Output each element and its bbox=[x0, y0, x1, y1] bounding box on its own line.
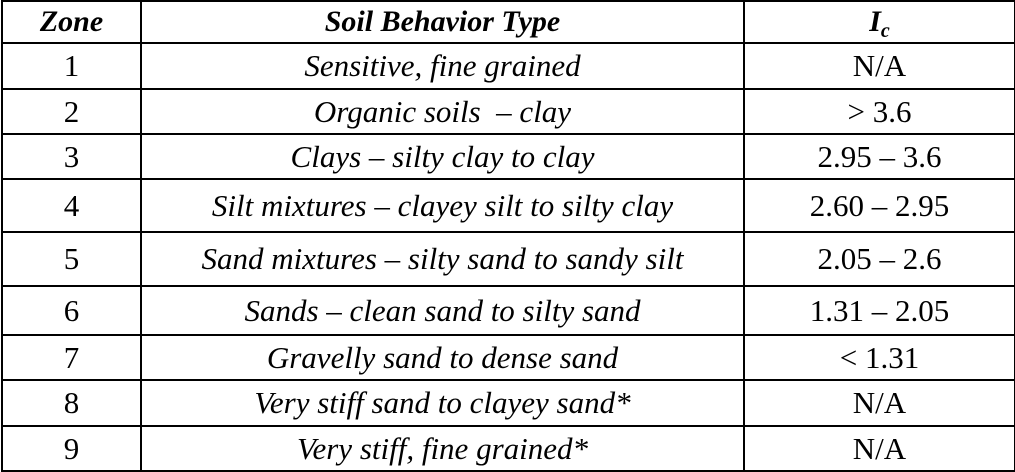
table-row: 9 Very stiff, fine grained* N/A bbox=[1, 425, 1015, 472]
table-row: 2 Organic soils – clay > 3.6 bbox=[1, 88, 1015, 135]
zone-cell: 1 bbox=[1, 42, 142, 90]
zone-cell: 2 bbox=[1, 88, 142, 135]
ic-cell: 1.31 – 2.05 bbox=[743, 285, 1015, 336]
zone-cell: 5 bbox=[1, 231, 142, 287]
header-ic-subscript: c bbox=[880, 20, 890, 42]
header-row: Zone Soil Behavior Type Ic bbox=[1, 0, 1015, 44]
soil-type-cell: Gravelly sand to dense sand bbox=[140, 334, 745, 381]
ic-cell: > 3.6 bbox=[743, 88, 1015, 135]
header-soil-behavior-type: Soil Behavior Type bbox=[140, 0, 745, 44]
soil-type-cell: Organic soils – clay bbox=[140, 88, 745, 135]
ic-cell: 2.60 – 2.95 bbox=[743, 178, 1015, 233]
table-row: 7 Gravelly sand to dense sand < 1.31 bbox=[1, 334, 1015, 381]
zone-cell: 4 bbox=[1, 178, 142, 233]
table-row: 1 Sensitive, fine grained N/A bbox=[1, 42, 1015, 90]
ic-cell: N/A bbox=[743, 42, 1015, 90]
ic-cell: N/A bbox=[743, 425, 1015, 472]
ic-cell: N/A bbox=[743, 379, 1015, 427]
soil-type-cell: Sands – clean sand to silty sand bbox=[140, 285, 745, 336]
soil-type-cell: Clays – silty clay to clay bbox=[140, 133, 745, 180]
zone-cell: 7 bbox=[1, 334, 142, 381]
header-zone: Zone bbox=[1, 0, 142, 44]
table-row: 5 Sand mixtures – silty sand to sandy si… bbox=[1, 231, 1015, 287]
header-ic: Ic bbox=[743, 0, 1015, 44]
soil-type-cell: Silt mixtures – clayey silt to silty cla… bbox=[140, 178, 745, 233]
soil-type-cell: Very stiff, fine grained* bbox=[140, 425, 745, 472]
table-row: 3 Clays – silty clay to clay 2.95 – 3.6 bbox=[1, 133, 1015, 180]
soil-type-cell: Sensitive, fine grained bbox=[140, 42, 745, 90]
header-ic-main: I bbox=[869, 5, 881, 38]
table-row: 8 Very stiff sand to clayey sand* N/A bbox=[1, 379, 1015, 427]
soil-type-cell: Very stiff sand to clayey sand* bbox=[140, 379, 745, 427]
ic-cell: 2.05 – 2.6 bbox=[743, 231, 1015, 287]
ic-cell: < 1.31 bbox=[743, 334, 1015, 381]
zone-cell: 6 bbox=[1, 285, 142, 336]
table-header: Zone Soil Behavior Type Ic bbox=[1, 0, 1015, 44]
zone-cell: 3 bbox=[1, 133, 142, 180]
table-row: 4 Silt mixtures – clayey silt to silty c… bbox=[1, 178, 1015, 233]
zone-cell: 8 bbox=[1, 379, 142, 427]
zone-cell: 9 bbox=[1, 425, 142, 472]
table-body: 1 Sensitive, fine grained N/A 2 Organic … bbox=[1, 42, 1015, 472]
table-row: 6 Sands – clean sand to silty sand 1.31 … bbox=[1, 285, 1015, 336]
soil-type-cell: Sand mixtures – silty sand to sandy silt bbox=[140, 231, 745, 287]
ic-cell: 2.95 – 3.6 bbox=[743, 133, 1015, 180]
